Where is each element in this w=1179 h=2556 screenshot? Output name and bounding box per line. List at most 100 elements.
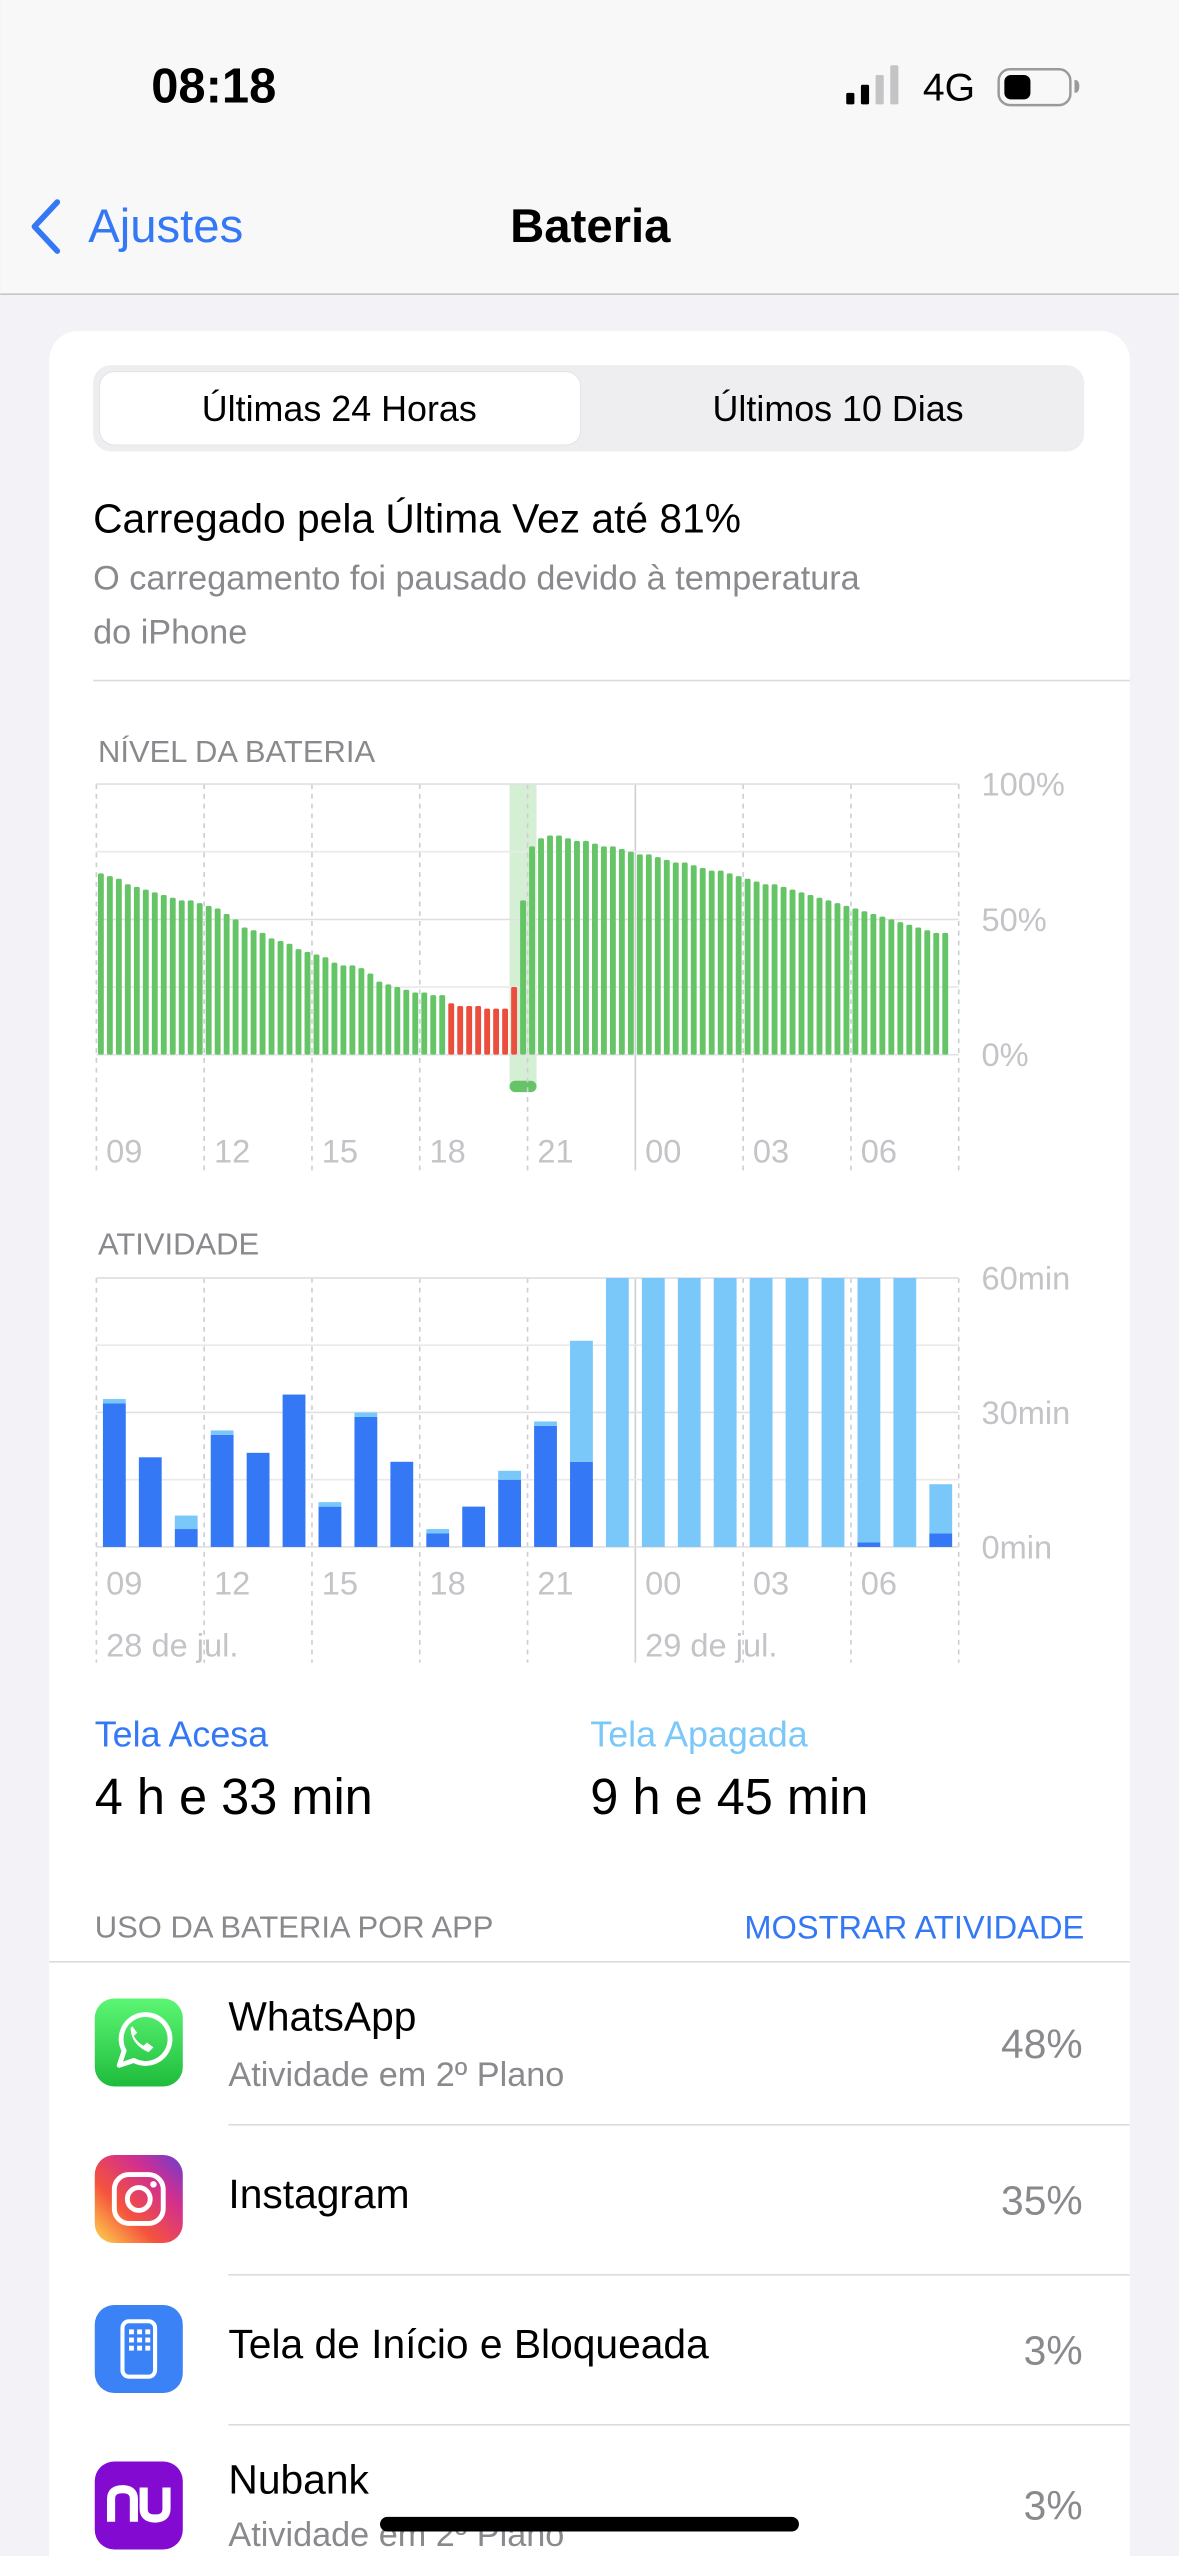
battery-bar <box>852 908 859 1055</box>
battery-bar <box>717 870 724 1055</box>
battery-bar <box>942 932 949 1055</box>
battery-bar <box>556 835 562 1055</box>
x-tick-label: 03 <box>753 1564 789 1601</box>
battery-chart: 09 12 15 18 21 00 03 06 0% 50% 100% <box>95 766 1065 1171</box>
battery-bar <box>924 930 931 1055</box>
icon-glyph <box>106 2485 171 2523</box>
activity-bar <box>390 1461 414 1547</box>
y-tick-label: 50% <box>982 901 1047 938</box>
battery-bar <box>636 854 643 1055</box>
app-name: Tela de Início e Bloqueada <box>228 2321 709 2367</box>
battery-bar <box>421 992 428 1055</box>
charge-title: Carregado pela Última Vez até 81% <box>93 495 741 541</box>
battery-bar <box>169 897 176 1055</box>
activity-bar <box>677 1278 701 1547</box>
battery-bar <box>448 1003 455 1055</box>
back-button[interactable]: Ajustes <box>88 200 243 253</box>
app-icon <box>94 2154 183 2244</box>
activity-bar <box>354 1416 378 1547</box>
battery-bar <box>349 965 356 1055</box>
segment-label[interactable]: Últimos 10 Dias <box>713 389 964 429</box>
battery-bar <box>915 927 922 1055</box>
activity-bar <box>929 1484 953 1534</box>
battery-bar <box>250 930 257 1055</box>
charging-indicator <box>509 1080 537 1093</box>
battery-bar <box>933 932 940 1055</box>
battery-bar <box>906 924 913 1055</box>
battery-icon <box>997 68 1080 107</box>
x-tick-label: 06 <box>861 1132 897 1169</box>
activity-bar <box>641 1278 665 1547</box>
clock: 08:18 <box>151 59 276 113</box>
battery-bar <box>133 886 140 1055</box>
battery-bar <box>142 889 149 1055</box>
battery-bar <box>807 895 814 1055</box>
battery-bar <box>403 989 410 1055</box>
battery-bar <box>187 900 194 1055</box>
icon-glyph <box>111 2172 166 2226</box>
battery-bar <box>798 892 805 1055</box>
battery-bar <box>340 965 347 1055</box>
activity-bar <box>570 1461 593 1547</box>
battery-bar <box>277 941 284 1055</box>
segment-label[interactable]: Últimas 24 Horas <box>202 389 477 429</box>
battery-bar <box>295 949 302 1055</box>
app-row[interactable]: Tela de Início e Bloqueada 3% <box>94 2304 1083 2393</box>
battery-bar <box>735 876 742 1055</box>
battery-bar <box>331 962 338 1055</box>
battery-bar <box>232 919 239 1055</box>
app-detail: Atividade em 2º Plano <box>228 2056 564 2094</box>
app-row[interactable]: WhatsApp Atividade em 2º Plano 48% <box>94 1993 1083 2094</box>
battery-bar <box>412 992 419 1055</box>
battery-bar <box>268 938 275 1055</box>
segment-selected[interactable] <box>99 371 581 446</box>
signal-icon <box>846 65 899 105</box>
battery-bar <box>259 932 266 1055</box>
home-indicator <box>380 2516 799 2532</box>
battery-bar <box>681 862 688 1055</box>
app-row[interactable]: Instagram 35% <box>94 2154 1083 2244</box>
activity-bar <box>318 1506 342 1547</box>
x-tick-label: 03 <box>753 1132 789 1169</box>
battery-bar <box>529 846 535 1055</box>
y-tick-label: 0% <box>982 1036 1029 1073</box>
network-type: 4G <box>923 67 975 110</box>
activity-bar <box>929 1533 953 1547</box>
battery-bar <box>789 889 796 1055</box>
battery-bar <box>241 927 248 1055</box>
app-name: Nubank <box>228 2456 369 2502</box>
battery-bar <box>583 840 589 1055</box>
icon-glyph <box>128 2329 151 2351</box>
activity-bar <box>498 1479 522 1547</box>
battery-bar <box>780 886 787 1055</box>
battery-bar <box>484 1008 491 1055</box>
show-activity-button[interactable]: MOSTRAR ATIVIDADE <box>744 1908 1084 1945</box>
legend-label: Tela Apagada <box>590 1714 807 1754</box>
activity-bar <box>713 1278 737 1547</box>
battery-bar <box>591 843 598 1055</box>
x-tick-label: 12 <box>214 1564 250 1601</box>
activity-bar <box>426 1529 450 1534</box>
activity-bar <box>857 1278 881 1543</box>
battery-bar <box>394 987 401 1055</box>
battery-bar <box>196 903 203 1055</box>
chart-title: NÍVEL DA BATERIA <box>98 734 375 769</box>
activity-bar <box>426 1533 450 1547</box>
activity-bar <box>498 1470 522 1480</box>
activity-bar <box>749 1278 773 1547</box>
battery-bar <box>663 859 670 1055</box>
app-share: 35% <box>1001 2178 1083 2224</box>
x-tick-label: 06 <box>861 1564 897 1601</box>
activity-bar <box>282 1394 306 1547</box>
app-share: 3% <box>1024 2328 1083 2374</box>
activity-bar <box>821 1278 845 1547</box>
app-share: 48% <box>1001 2021 1083 2067</box>
activity-bar <box>102 1399 126 1404</box>
back-chevron[interactable] <box>31 199 61 254</box>
battery-bar <box>97 873 104 1055</box>
battery-bar <box>457 1005 464 1055</box>
activity-bar <box>534 1425 557 1547</box>
battery-bar <box>645 854 652 1055</box>
battery-bar <box>816 897 823 1055</box>
